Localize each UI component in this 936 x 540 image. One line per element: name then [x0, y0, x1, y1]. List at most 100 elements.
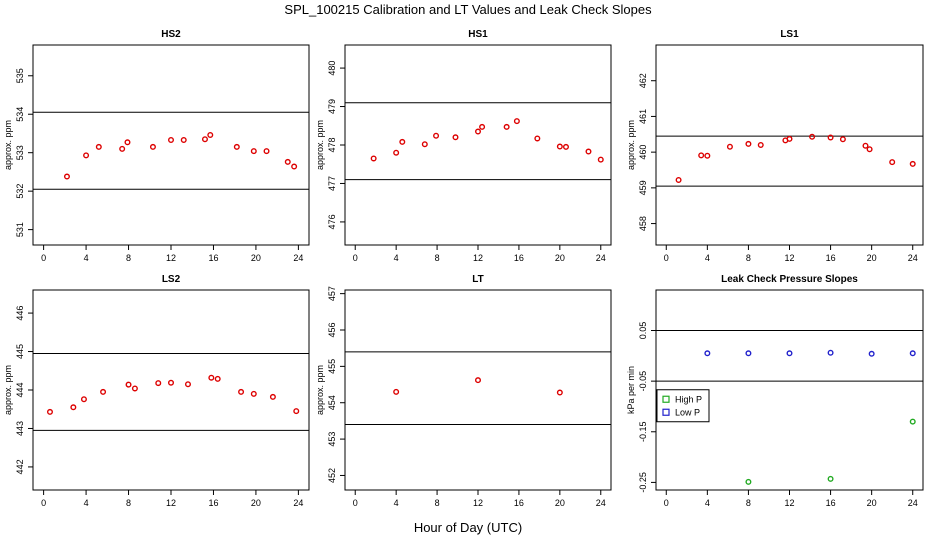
- x-tick-label: 8: [435, 253, 440, 263]
- x-tick-label: 20: [555, 498, 565, 508]
- legend-symbol: [662, 395, 670, 403]
- y-tick-label: 460: [638, 145, 648, 160]
- panel-lt: LT 0 4 8 12 16 20 24 452 453 454 455 456 457 approx. p…: [315, 274, 612, 508]
- y-tick-label: 476: [327, 214, 337, 229]
- y-tick-label: 0.05: [638, 322, 648, 340]
- data-point: [585, 148, 592, 155]
- x-tick-label: 16: [208, 253, 218, 263]
- legend-symbol: [662, 408, 670, 416]
- x-tick-label: 4: [394, 498, 399, 508]
- data-point: [208, 374, 215, 381]
- y-tick-label: 457: [327, 286, 337, 301]
- data-point: [866, 146, 873, 153]
- y-tick-label: 462: [638, 73, 648, 88]
- data-point: [475, 377, 482, 384]
- x-tick-label: 20: [867, 253, 877, 263]
- panel-title: HS1: [468, 29, 488, 40]
- y-axis-label: kPa per min: [626, 366, 636, 414]
- x-tick-label: 0: [664, 498, 669, 508]
- x-tick-label: 8: [746, 498, 751, 508]
- data-point: [421, 141, 428, 148]
- x-tick-label: 24: [596, 498, 606, 508]
- y-tick-label: 452: [327, 468, 337, 483]
- y-axis-label: approx. ppm: [3, 120, 13, 170]
- y-tick-label: 443: [15, 421, 25, 436]
- x-tick-label: 12: [473, 253, 483, 263]
- x-tick-label: 4: [705, 498, 710, 508]
- data-point: [503, 123, 510, 130]
- data-point: [597, 156, 604, 163]
- data-point: [513, 118, 520, 125]
- x-tick-label: 20: [251, 253, 261, 263]
- data-point: [827, 475, 834, 482]
- y-tick-label: 534: [15, 107, 25, 122]
- y-tick-label: 477: [327, 176, 337, 191]
- data-point: [250, 148, 257, 155]
- data-point: [80, 396, 87, 403]
- x-tick-label: 16: [514, 253, 524, 263]
- data-point: [698, 152, 705, 159]
- panel-hs1: HS1 0 4 8 12 16 20 24 476 477 478 479 480 approx. ppm: [315, 29, 612, 263]
- data-point: [201, 136, 208, 143]
- panel-leak-check-pressure-slopes: Leak Check Pressure Slopes 0 4 8 12 16 20 24 0.0…: [626, 274, 924, 508]
- x-tick-label: 4: [84, 253, 89, 263]
- legend-box: [656, 389, 710, 423]
- data-point: [63, 173, 70, 180]
- x-tick-label: 8: [435, 498, 440, 508]
- y-tick-label: 445: [15, 344, 25, 359]
- x-tick-label: 4: [394, 253, 399, 263]
- data-point: [100, 388, 107, 395]
- y-tick-label: 458: [638, 216, 648, 231]
- y-axis-label: approx. ppm: [315, 120, 325, 170]
- y-tick-label: 459: [638, 180, 648, 195]
- x-tick-label: 24: [908, 498, 918, 508]
- figure-title: SPL_100215 Calibration and LT Values and…: [284, 2, 652, 17]
- data-point: [745, 140, 752, 147]
- data-point: [167, 136, 174, 143]
- y-tick-label: 453: [327, 432, 337, 447]
- data-point: [399, 138, 406, 145]
- x-tick-label: 20: [251, 498, 261, 508]
- data-point: [269, 393, 276, 400]
- y-tick-label: 442: [15, 459, 25, 474]
- x-tick-label: 4: [705, 253, 710, 263]
- panel-ls1: LS1 0 4 8 12 16 20 24 458 459 460 461 462 approx. ppm: [626, 29, 924, 263]
- x-tick-label: 8: [126, 498, 131, 508]
- data-point: [809, 133, 816, 140]
- legend-label: Low P: [675, 408, 700, 418]
- data-point: [291, 163, 298, 170]
- y-tick-label: 444: [15, 382, 25, 397]
- x-tick-label: 12: [166, 253, 176, 263]
- x-tick-label: 8: [746, 253, 751, 263]
- y-tick-label: 454: [327, 395, 337, 410]
- panel-title: LT: [472, 274, 483, 285]
- data-point: [95, 143, 102, 150]
- x-tick-label: 8: [126, 253, 131, 263]
- x-tick-label: 0: [664, 253, 669, 263]
- data-point: [556, 389, 563, 396]
- data-point: [452, 134, 459, 141]
- x-tick-label: 20: [555, 253, 565, 263]
- data-point: [889, 159, 896, 166]
- y-axis-label: approx. ppm: [626, 120, 636, 170]
- data-point: [124, 139, 131, 146]
- y-tick-label: 456: [327, 322, 337, 337]
- data-point: [131, 385, 138, 392]
- data-point: [125, 381, 132, 388]
- y-tick-label: 532: [15, 184, 25, 199]
- y-tick-label: 535: [15, 68, 25, 83]
- x-tick-label: 24: [596, 253, 606, 263]
- data-point: [250, 390, 257, 397]
- data-point: [827, 349, 834, 356]
- y-tick-label: 480: [327, 61, 337, 76]
- data-point: [868, 350, 875, 357]
- x-tick-label: 20: [867, 498, 877, 508]
- y-tick-label: -0.25: [638, 472, 648, 493]
- data-point: [862, 142, 869, 149]
- x-tick-label: 0: [353, 253, 358, 263]
- data-point: [119, 145, 126, 152]
- data-point: [909, 418, 916, 425]
- data-point: [675, 176, 682, 183]
